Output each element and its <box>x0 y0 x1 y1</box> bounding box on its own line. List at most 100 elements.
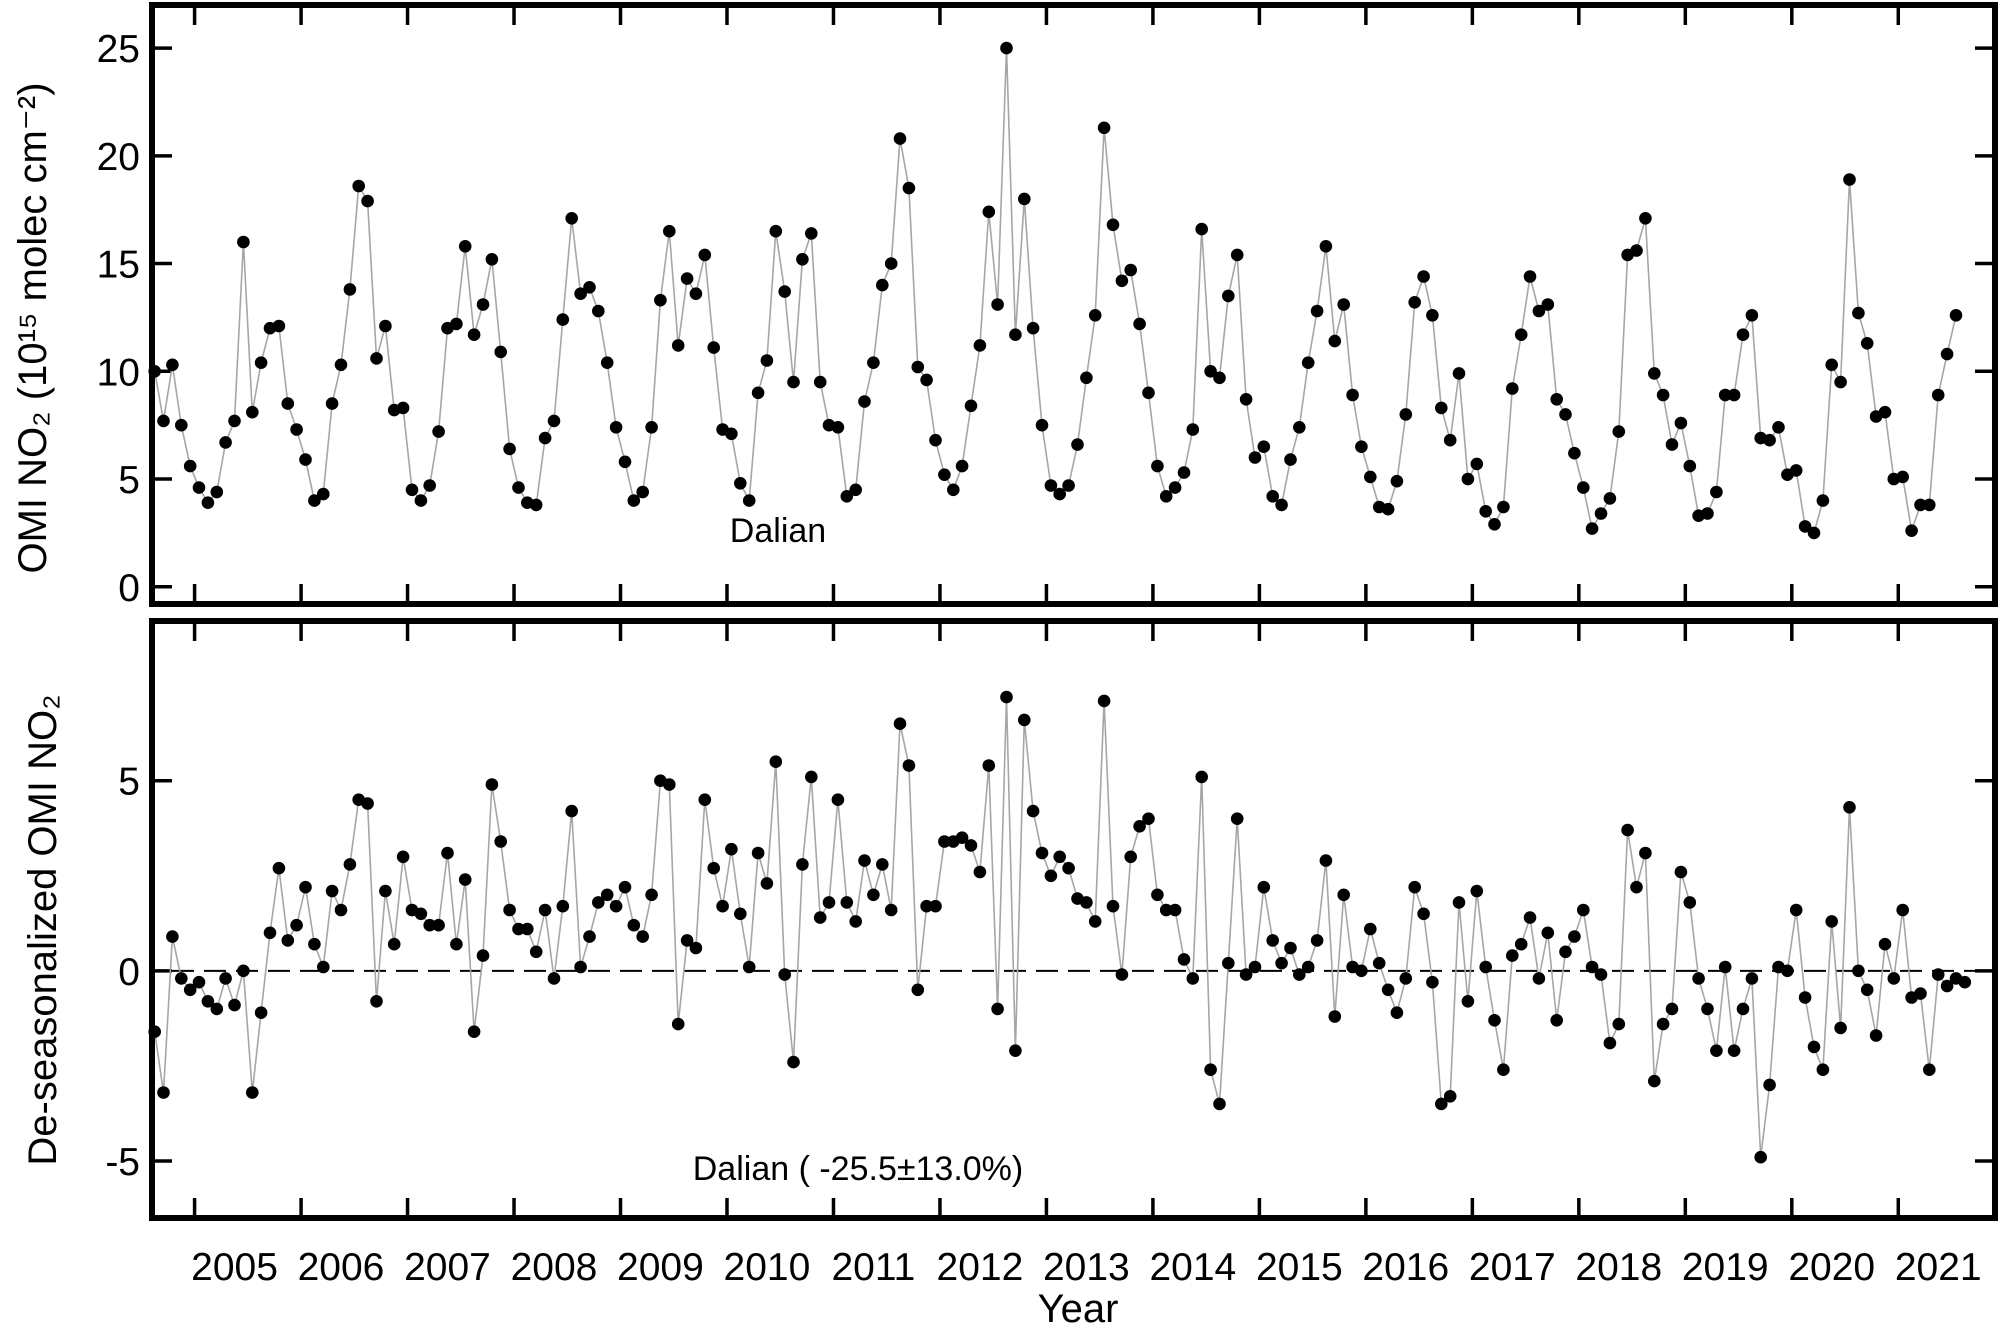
data-point <box>716 899 729 913</box>
data-point <box>432 425 445 438</box>
data-point <box>1284 941 1297 955</box>
data-point <box>938 468 951 482</box>
data-point <box>228 998 241 1012</box>
data-point <box>1541 926 1555 940</box>
data-point <box>272 319 286 333</box>
data-point <box>387 937 401 951</box>
data-point <box>1763 433 1776 447</box>
data-point <box>973 865 987 879</box>
x-tick-label: 2019 <box>1682 1246 1769 1289</box>
data-point <box>1648 367 1661 380</box>
data-point <box>1887 972 1901 985</box>
data-point <box>1399 972 1413 985</box>
data-point <box>760 877 774 890</box>
data-point <box>1577 481 1590 494</box>
data-point <box>237 235 250 249</box>
data-point <box>805 227 818 240</box>
data-point <box>1860 337 1874 350</box>
data-point <box>1000 41 1013 55</box>
data-point <box>902 181 916 195</box>
data-point <box>618 880 632 894</box>
data-point <box>1035 418 1049 432</box>
data-point <box>1080 896 1093 909</box>
data-point <box>911 983 925 997</box>
data-point <box>1142 812 1155 826</box>
data-point <box>1745 309 1759 322</box>
y-tick-label: 10 <box>97 351 140 394</box>
data-point <box>1053 850 1066 864</box>
data-point <box>689 287 703 301</box>
data-point <box>1355 440 1368 454</box>
data-point <box>246 405 259 419</box>
y-tick-label: 0 <box>118 567 140 610</box>
data-point <box>911 360 925 374</box>
x-tick-label: 2015 <box>1256 1246 1343 1289</box>
data-point <box>512 481 525 494</box>
data-point <box>1426 975 1439 989</box>
data-point <box>157 414 170 428</box>
data-point <box>680 934 694 947</box>
data-point <box>1124 263 1137 277</box>
data-point <box>379 884 392 898</box>
plot-frame <box>149 618 1998 1221</box>
data-point <box>210 485 224 499</box>
data-point <box>1168 481 1182 494</box>
data-point <box>529 498 543 512</box>
data-point <box>1860 983 1874 997</box>
data-point <box>503 903 516 917</box>
data-point <box>1568 930 1581 943</box>
y-tick-label: 15 <box>97 244 140 287</box>
data-point <box>822 896 836 909</box>
data-point <box>1585 960 1599 974</box>
data-point <box>1923 498 1936 512</box>
data-point <box>1825 358 1838 372</box>
data-point <box>689 941 703 955</box>
data-point <box>1266 934 1279 947</box>
data-point <box>1479 960 1492 974</box>
data-point <box>547 972 561 985</box>
data-point <box>290 918 303 932</box>
data-point <box>325 884 339 898</box>
data-point <box>645 421 658 434</box>
data-point <box>1151 888 1164 902</box>
data-point <box>352 179 366 193</box>
data-point <box>148 1025 161 1038</box>
data-point <box>751 846 765 860</box>
data-point <box>1674 865 1688 879</box>
data-point <box>574 287 587 301</box>
data-point <box>396 850 410 864</box>
data-point <box>973 339 987 352</box>
data-point <box>1088 915 1102 928</box>
top-y-axis-label: OMI NO₂ (10¹⁵ molec cm⁻²) <box>11 82 55 573</box>
data-point <box>769 755 783 769</box>
data-point <box>929 899 942 913</box>
data-point <box>1825 915 1838 928</box>
data-point <box>175 418 188 432</box>
data-point <box>556 899 570 913</box>
data-point <box>982 759 996 772</box>
data-point <box>1018 713 1031 727</box>
data-point <box>1727 388 1741 402</box>
data-point <box>1239 968 1253 981</box>
data-point <box>742 960 756 974</box>
data-point <box>813 911 827 924</box>
data-point <box>1301 356 1315 370</box>
x-tick-label: 2017 <box>1469 1246 1556 1289</box>
data-point <box>1275 956 1288 970</box>
data-point <box>1426 309 1439 322</box>
data-point <box>1257 880 1271 894</box>
data-point <box>1195 770 1208 784</box>
data-point <box>1736 328 1750 342</box>
data-point <box>1000 690 1013 704</box>
data-point <box>849 915 863 928</box>
data-point <box>1834 375 1847 389</box>
data-point <box>1940 979 1954 993</box>
data-point <box>1319 854 1333 867</box>
data-point <box>1186 972 1200 985</box>
data-point <box>1461 472 1475 486</box>
data-point <box>414 494 428 507</box>
data-point <box>237 964 250 978</box>
data-point <box>627 918 641 932</box>
data-point <box>1355 964 1368 978</box>
data-point <box>867 888 880 902</box>
